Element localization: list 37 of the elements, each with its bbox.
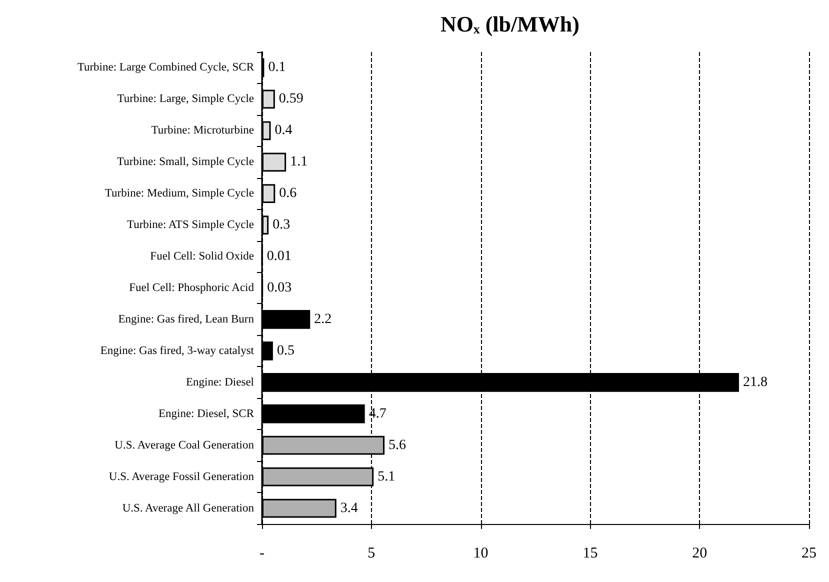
y-tick-label: Engine: Diesel, SCR (158, 408, 254, 420)
data-label: 0.03 (267, 280, 292, 296)
y-tick-label: Fuel Cell: Solid Oxide (150, 250, 254, 263)
data-label: 0.59 (278, 92, 304, 107)
x-tick-label: 10 (473, 546, 488, 562)
data-label: 0.01 (266, 249, 292, 264)
y-tick-label: Engine: Gas fired, Lean Burn (118, 313, 254, 326)
x-tick-label: 25 (802, 546, 816, 562)
data-label: 0.4 (274, 123, 292, 138)
x-tick-label: - (260, 546, 264, 562)
y-tick-label: Engine: Gas fired, 3-way catalyst (100, 344, 255, 357)
data-label: 0.5 (276, 343, 294, 358)
chart-title: NOₓ (lb/MWh) (440, 12, 580, 36)
data-label: 1.1 (290, 154, 308, 170)
data-label: 0.6 (279, 186, 297, 202)
y-tick-label: Turbine: Large, Simple Cycle (117, 93, 254, 106)
y-tick-label: Turbine: Medium, Simple Cycle (104, 188, 254, 200)
data-label: 5.6 (388, 438, 406, 453)
y-tick-label: Engine: Diesel (186, 376, 254, 388)
y-tick-label: Turbine: Large Combined Cycle, SCR (77, 62, 254, 74)
x-tick-label: 15 (582, 546, 598, 562)
y-tick-label: U.S. Average Fossil Generation (108, 470, 254, 483)
data-label: 21.8 (742, 374, 768, 390)
y-tick-label: Turbine: Small, Simple Cycle (117, 156, 254, 168)
data-label: 0.1 (268, 60, 286, 76)
y-tick-label: Turbine: Microturbine (151, 124, 254, 137)
data-label: 0.3 (272, 218, 290, 233)
y-tick-label: Fuel Cell: Phosphoric Acid (129, 282, 254, 294)
data-label: 5.1 (378, 469, 396, 484)
y-tick-label: U.S. Average Coal Generation (114, 439, 254, 452)
y-tick-label: U.S. Average All Generation (122, 502, 254, 514)
x-tick-label: 5 (368, 546, 376, 562)
y-tick-label: Turbine: ATS Simple Cycle (126, 219, 254, 232)
data-label: 3.4 (340, 500, 358, 516)
data-label: 4.7 (368, 406, 386, 422)
x-tick-label: 20 (692, 546, 708, 562)
data-label: 2.2 (314, 312, 332, 327)
